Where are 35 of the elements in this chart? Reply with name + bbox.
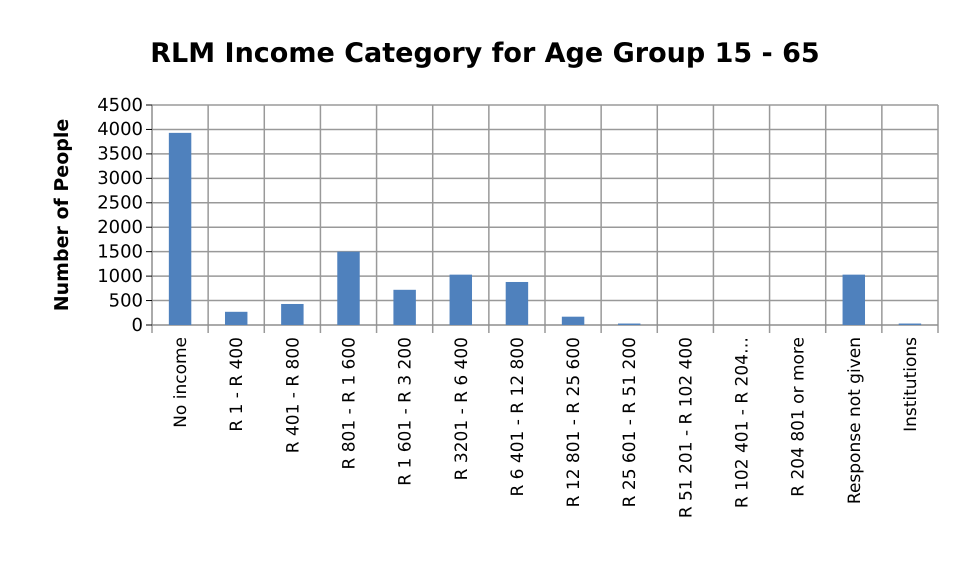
x-tick-label: Response not given <box>844 337 865 504</box>
y-tick-label: 4000 <box>97 119 143 140</box>
bar <box>281 304 304 325</box>
x-tick-label: R 3201 - R 6 400 <box>452 337 472 480</box>
x-tick-label: Institutions <box>900 336 921 432</box>
y-axis-title: Number of People <box>51 118 73 312</box>
bar <box>842 274 866 325</box>
chart-title: RLM Income Category for Age Group 15 - 65 <box>150 38 820 69</box>
bar <box>224 312 248 325</box>
x-tick-label: R 204 801 or more <box>788 337 809 497</box>
x-tick-label: R 1 601 - R 3 200 <box>396 337 416 486</box>
x-tick-label: R 25 601 - R 51 200 <box>620 337 640 508</box>
bar <box>450 274 472 325</box>
y-tick-label: 4500 <box>97 94 143 116</box>
x-tick-label: R 51 201 - R 102 400 <box>676 337 696 518</box>
y-tick-label: 2000 <box>97 216 143 238</box>
y-tick-label: 1500 <box>97 241 143 262</box>
bar <box>506 282 528 325</box>
y-tick-label: 500 <box>108 290 143 312</box>
x-tick-label: R 801 - R 1 600 <box>340 337 360 470</box>
x-tick-label: R 12 801 - R 25 600 <box>564 337 584 508</box>
x-tick-label: No income <box>171 337 192 428</box>
y-tick-label: 2500 <box>97 192 143 214</box>
y-tick-label: 3000 <box>97 168 143 190</box>
x-tick-label: R 6 401 - R 12 800 <box>508 337 528 497</box>
x-tick-label: R 1 - R 400 <box>227 337 248 432</box>
y-tick-label: 3500 <box>97 144 143 165</box>
bar <box>393 290 416 325</box>
bar <box>562 316 584 325</box>
bar <box>168 132 192 325</box>
bar <box>337 252 360 325</box>
x-tick-label: R 401 - R 800 <box>283 337 304 454</box>
x-tick-label: R 102 401 - R 204… <box>732 337 752 508</box>
y-tick-label: 1000 <box>97 266 143 287</box>
y-tick-label: 0 <box>132 314 143 336</box>
